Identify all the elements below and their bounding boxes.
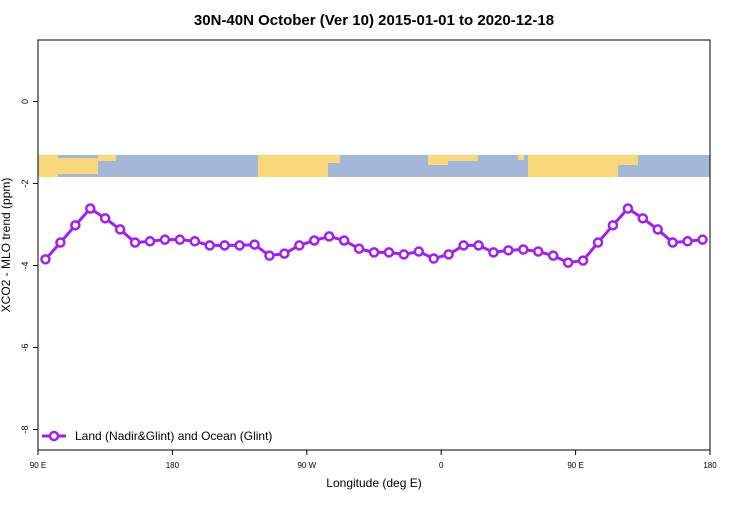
- x-tick-label: 180: [703, 461, 717, 470]
- data-point: [70, 220, 81, 231]
- data-point: [458, 240, 469, 251]
- data-point: [533, 246, 544, 257]
- data-point: [577, 255, 589, 266]
- data-point: [503, 245, 514, 256]
- data-point: [234, 240, 245, 251]
- data-point: [323, 231, 335, 242]
- data-point: [279, 248, 290, 259]
- data-point: [443, 249, 454, 260]
- data-point: [114, 224, 126, 235]
- data-point: [55, 237, 66, 248]
- data-point: [562, 257, 574, 268]
- x-tick-label: 0: [439, 461, 444, 470]
- data-point: [294, 240, 305, 251]
- x-tick-label: 180: [166, 461, 180, 470]
- data-point: [174, 234, 186, 245]
- data-point: [309, 235, 320, 246]
- data-point: [488, 247, 499, 258]
- data-point: [338, 235, 350, 246]
- data-point: [383, 247, 395, 258]
- data-point: [204, 240, 215, 251]
- x-tick-label: 90 E: [30, 461, 46, 470]
- data-point: [697, 234, 708, 245]
- data-point: [413, 246, 425, 257]
- plot-frame: [37, 39, 711, 451]
- data-point: [547, 250, 559, 261]
- data-point: [368, 247, 380, 258]
- data-point: [85, 203, 96, 214]
- legend-marker: [48, 430, 60, 442]
- data-point: [428, 253, 439, 264]
- data-point: [398, 249, 410, 260]
- data-point: [159, 234, 171, 245]
- y-tick-label: 0: [20, 99, 30, 104]
- data-point: [99, 213, 111, 224]
- data-point: [652, 224, 663, 235]
- data-point: [592, 237, 604, 248]
- data-point: [518, 244, 529, 255]
- x-tick-label: 90 E: [567, 461, 583, 470]
- data-point: [144, 236, 156, 247]
- data-point: [637, 213, 649, 224]
- data-point: [264, 250, 275, 261]
- legend-label: Land (Nadir&Glint) and Ocean (Glint): [75, 429, 272, 443]
- data-point: [607, 220, 619, 231]
- data-point: [129, 237, 141, 248]
- data-point: [219, 240, 230, 251]
- y-tick-label: -4: [20, 261, 30, 269]
- y-tick-label: -6: [20, 343, 30, 351]
- data-point: [189, 236, 201, 247]
- y-axis-label: XCO2 - MLO trend (ppm): [0, 178, 13, 313]
- x-axis-label: Longitude (deg E): [326, 476, 421, 490]
- x-tick-label: 90 W: [297, 461, 316, 470]
- data-point: [353, 243, 365, 254]
- y-tick-label: -8: [20, 425, 30, 433]
- data-point: [622, 203, 634, 214]
- data-point: [682, 236, 693, 247]
- data-point: [473, 240, 484, 251]
- map-strip: [38, 155, 710, 177]
- data-point: [40, 254, 51, 265]
- data-point: [249, 239, 260, 250]
- data-point: [667, 237, 678, 248]
- y-tick-label: -2: [20, 179, 30, 187]
- chart-title: 30N-40N October (Ver 10) 2015-01-01 to 2…: [194, 12, 554, 29]
